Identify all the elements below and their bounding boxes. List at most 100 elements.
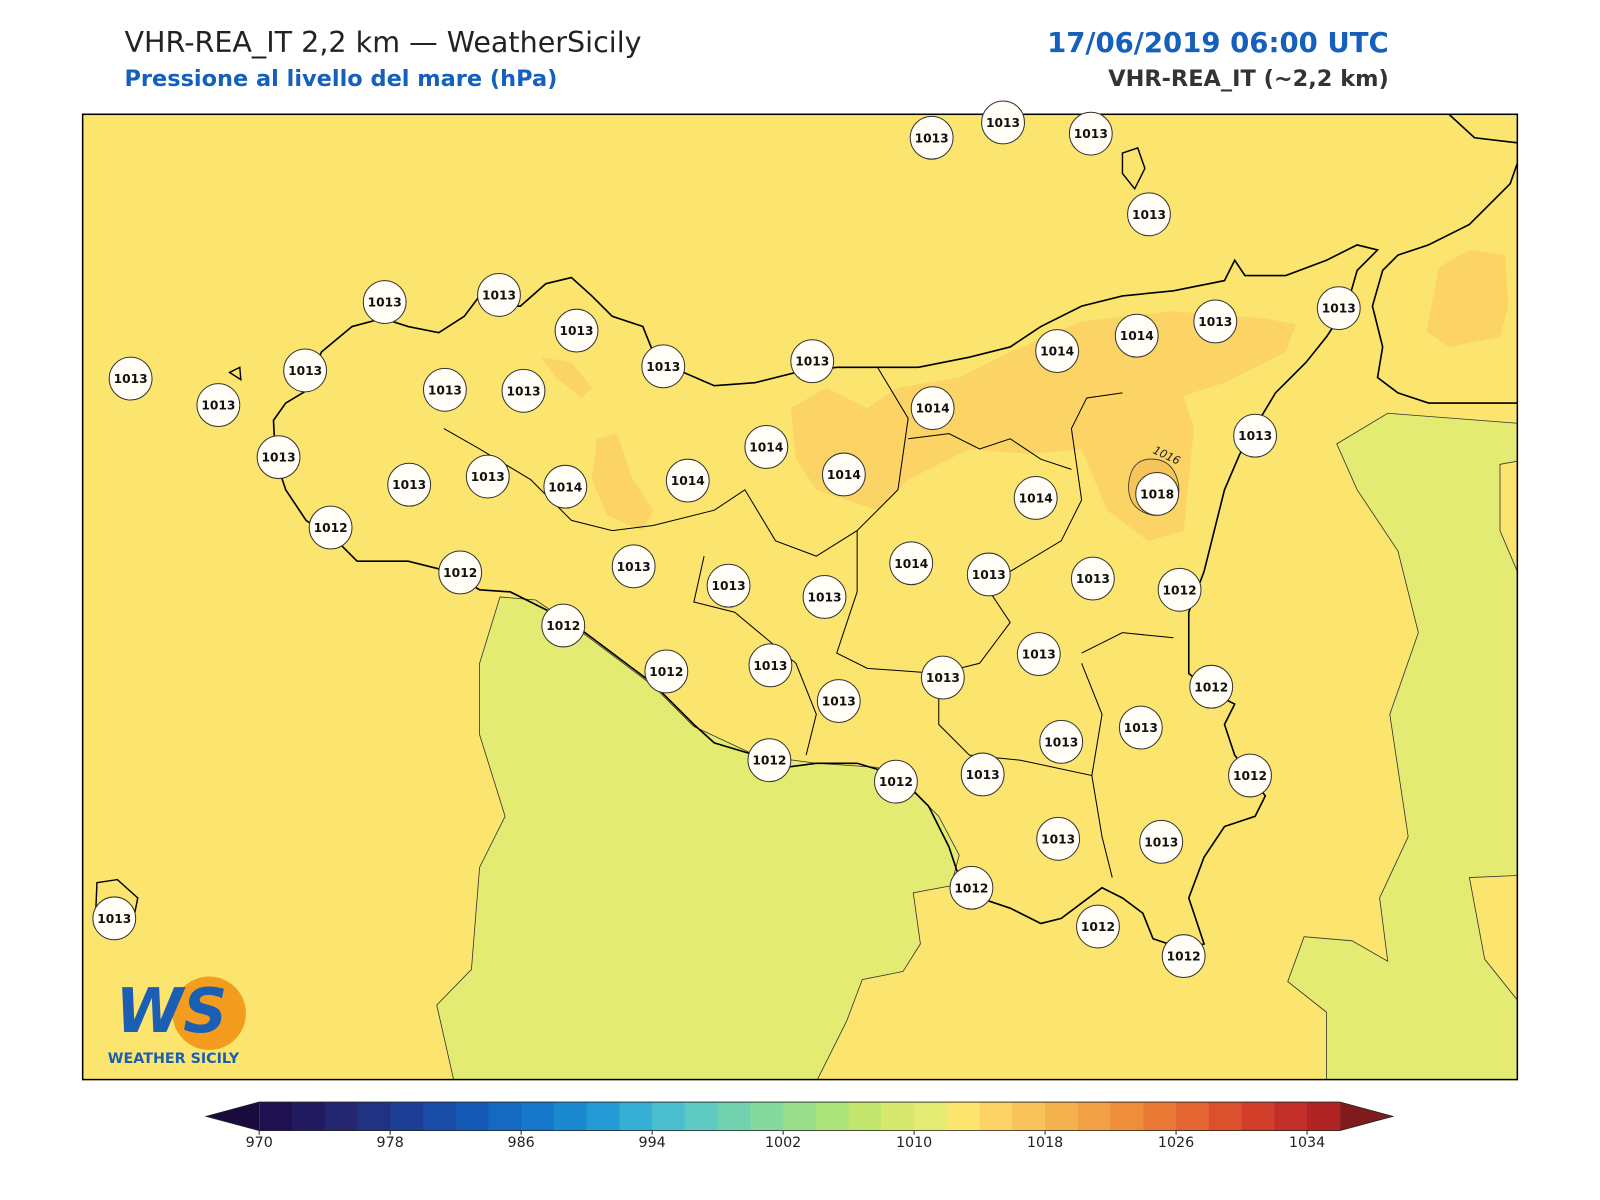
colorbar-box — [914, 1102, 948, 1131]
station: 1013 — [1127, 192, 1171, 237]
station: 1014 — [1013, 476, 1058, 520]
colorbar-box — [488, 1102, 522, 1131]
station-marker — [438, 550, 483, 595]
station-marker — [256, 435, 301, 480]
station-marker — [747, 738, 792, 783]
logo: WS WEATHER SICILY — [108, 976, 246, 1067]
station: 1012 — [1228, 753, 1272, 798]
province-border — [443, 367, 1174, 878]
station-marker — [1114, 313, 1159, 358]
station-marker — [1118, 705, 1163, 750]
station-value: 1014 — [671, 474, 705, 488]
station-marker — [665, 458, 710, 503]
station: 1013 — [1039, 719, 1084, 764]
station-value: 1012 — [1194, 680, 1228, 694]
station: 1014 — [665, 458, 710, 503]
station-value: 1013 — [753, 659, 787, 673]
colorbar-box — [1143, 1102, 1177, 1131]
station-marker — [1076, 904, 1120, 949]
subtitle: Pressione al livello del mare (hPa) — [124, 66, 557, 92]
station: 1013 — [92, 896, 137, 941]
colorbar-box — [750, 1102, 784, 1131]
station-value: 1013 — [559, 324, 593, 338]
low-region — [1287, 412, 1518, 1080]
colorbar-box — [1241, 1102, 1275, 1131]
station-marker — [1068, 111, 1113, 156]
station: 1013 — [554, 308, 599, 353]
station: 1012 — [1189, 664, 1234, 709]
station-marker — [543, 464, 588, 509]
station-marker — [949, 865, 994, 910]
colorbar-box — [291, 1102, 326, 1131]
logo-caption: WEATHER SICILY — [108, 1051, 240, 1067]
station: 1013 — [790, 339, 835, 384]
station: 1013 — [981, 100, 1025, 145]
colorbar-box — [422, 1102, 457, 1131]
station-value: 1013 — [617, 560, 651, 574]
station: 1013 — [362, 280, 407, 324]
station-marker — [1161, 934, 1206, 979]
colorbar-extend — [206, 1102, 260, 1131]
station: 1012 — [644, 649, 689, 694]
colorbar-box — [717, 1102, 751, 1131]
station-marker — [790, 339, 835, 384]
station-marker — [477, 272, 521, 317]
station-value: 1013 — [1144, 835, 1178, 849]
region — [1499, 460, 1518, 572]
station-marker — [541, 603, 586, 648]
station-marker — [1127, 192, 1171, 237]
colorbar-box — [455, 1102, 489, 1131]
station-marker — [1135, 471, 1180, 516]
station: 1013 — [920, 655, 965, 700]
station-marker — [1157, 567, 1202, 612]
colorbar-box — [1274, 1102, 1308, 1131]
station-marker — [1189, 664, 1234, 709]
colorbar-box — [684, 1102, 719, 1131]
colorbar-outline — [204, 1101, 1395, 1132]
station-marker — [283, 348, 328, 393]
colorbar: 970 978 986 994 1002 1010 1018 1026 1034 — [204, 1101, 1395, 1151]
station-value: 1014 — [916, 402, 950, 416]
station-marker — [960, 752, 1005, 797]
station-marker — [92, 896, 137, 941]
station-value: 1013 — [288, 364, 322, 378]
station-marker — [802, 575, 847, 619]
station-value: 1013 — [822, 695, 856, 709]
station: 1013 — [1118, 705, 1163, 750]
station-value: 1013 — [262, 451, 296, 465]
colorbar-box — [1045, 1102, 1079, 1131]
station-value: 1014 — [1040, 345, 1074, 359]
station: 1013 — [1193, 299, 1238, 344]
station-value: 1013 — [807, 590, 841, 604]
station-marker — [422, 367, 467, 412]
station-value: 1013 — [1041, 832, 1075, 846]
colorbar-box — [1077, 1102, 1112, 1131]
model: VHR-REA_IT (~2,2 km) — [1108, 66, 1389, 92]
station-marker — [910, 386, 955, 431]
station-marker — [889, 541, 934, 586]
colorbar-tick-label: 1034 — [1289, 1135, 1325, 1151]
station-value: 1014 — [1019, 491, 1053, 505]
colorbar-box — [357, 1102, 391, 1131]
station-marker — [1139, 819, 1184, 864]
station: 1014 — [1114, 313, 1159, 358]
station: 1013 — [611, 544, 656, 589]
station-value: 1013 — [1238, 429, 1272, 443]
station-value: 1012 — [314, 521, 348, 535]
station-marker — [821, 452, 866, 497]
station-value: 1014 — [749, 440, 783, 454]
station-marker — [920, 655, 965, 700]
station-value: 1012 — [1233, 769, 1267, 783]
station: 1013 — [1139, 819, 1184, 864]
colorbar-box — [815, 1102, 850, 1131]
station: 1014 — [821, 452, 866, 497]
low-region — [436, 596, 960, 1080]
station: 1013 — [422, 367, 467, 412]
station-marker — [308, 505, 353, 550]
station-value: 1013 — [1322, 302, 1356, 316]
colorbar-tick-label: 1010 — [896, 1135, 932, 1151]
logo-mark: WS — [116, 976, 228, 1047]
station: 1013 — [465, 454, 510, 499]
station: 1013 — [387, 462, 432, 507]
station-marker — [1316, 286, 1361, 331]
